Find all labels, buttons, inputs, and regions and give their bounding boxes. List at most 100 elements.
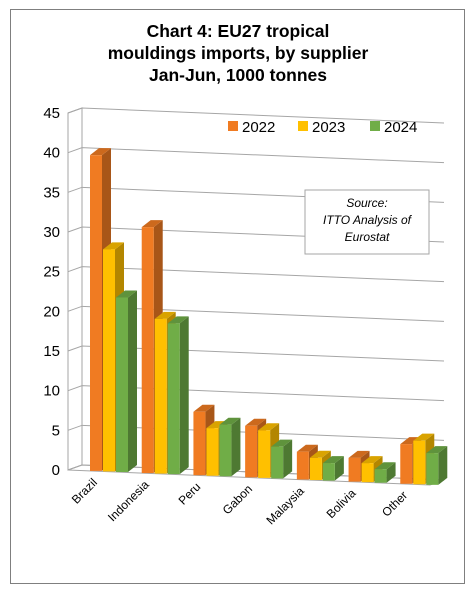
bar-top — [245, 418, 267, 426]
bar-top — [426, 446, 448, 454]
y-tick-label: 25 — [43, 264, 60, 281]
bar-top — [374, 462, 396, 470]
bar-brazil-2024 — [116, 290, 137, 472]
chart-title-line-3: Jan-Jun, 1000 tonnes — [149, 65, 327, 85]
chart-title-line-1: Chart 4: EU27 tropical — [146, 21, 330, 41]
legend-label: 2023 — [312, 119, 345, 136]
bar-top — [348, 450, 370, 458]
bar-top — [413, 433, 435, 441]
bar-side — [231, 417, 241, 477]
bar-bolivia-2024 — [374, 462, 396, 483]
bar-top — [296, 444, 318, 452]
bar-front — [374, 469, 387, 483]
y-tick-label: 15 — [43, 343, 60, 360]
bar-front — [245, 425, 258, 478]
y-axis-ticks: 0 5 10 15 20 25 30 35 40 45 — [43, 105, 60, 479]
bar-front — [154, 318, 167, 474]
bar-other-2024 — [426, 446, 448, 485]
bar-front — [258, 430, 271, 478]
x-tick-label-brazil: Brazil — [69, 475, 100, 506]
legend-swatch — [228, 121, 238, 131]
bar-top — [167, 316, 189, 324]
legend-label: 2022 — [242, 119, 275, 136]
bar-front — [193, 411, 206, 476]
bar-top — [116, 290, 137, 298]
bar-front — [103, 249, 115, 472]
y-tick-label: 35 — [43, 184, 60, 201]
y-tick-label: 20 — [43, 303, 60, 320]
bar-peru-2024 — [219, 417, 241, 477]
bar-top — [219, 417, 241, 425]
source-line-2: ITTO Analysis of — [323, 213, 413, 227]
bar-side — [438, 446, 448, 485]
bar-front — [206, 428, 219, 476]
bar-top — [141, 220, 163, 228]
legend-item-2023: 2023 — [298, 119, 345, 136]
legend-swatch — [370, 121, 380, 131]
bar-indonesia-2024 — [167, 316, 189, 475]
bar-top — [103, 242, 124, 250]
bar-front — [413, 440, 426, 485]
bar-front — [219, 424, 232, 477]
x-tick-label-peru: Peru — [176, 480, 204, 508]
legend-swatch — [298, 121, 308, 131]
bar-side — [128, 290, 137, 472]
source-line-1: Source: — [346, 196, 387, 210]
source-annotation: Source: ITTO Analysis of Eurostat — [304, 189, 430, 255]
bar-side — [334, 456, 344, 481]
legend: 2022 2023 2024 — [228, 119, 417, 136]
x-tick-label-other: Other — [379, 488, 410, 519]
gridline — [67, 305, 445, 322]
left-wall — [67, 107, 83, 471]
y-tick-label: 45 — [43, 105, 60, 122]
chart-title-line-2: mouldings imports, by supplier — [107, 43, 369, 63]
gridline — [67, 266, 445, 283]
x-tick-label-bolivia: Bolivia — [324, 486, 359, 521]
source-box — [304, 189, 430, 255]
y-tick-label: 0 — [52, 462, 60, 479]
bar-front — [141, 227, 154, 474]
x-tick-label-malaysia: Malaysia — [263, 484, 307, 528]
chart-title: Chart 4: EU27 tropical mouldings imports… — [0, 20, 476, 86]
y-tick-label: 10 — [43, 383, 60, 400]
bar-front — [322, 463, 335, 481]
bar-top — [258, 423, 280, 431]
bar-front — [361, 463, 374, 483]
bar-front — [400, 444, 413, 484]
legend-item-2024: 2024 — [370, 119, 417, 136]
x-tick-label-gabon: Gabon — [220, 482, 255, 517]
y-tick-label: 5 — [52, 422, 60, 439]
bar-gabon-2024 — [271, 439, 293, 479]
chart-frame — [10, 9, 465, 584]
bar-top — [361, 456, 383, 464]
gridline — [67, 147, 445, 164]
bar-top — [309, 450, 331, 458]
y-tick-label: 40 — [43, 145, 60, 162]
x-axis-labels: Brazil Indonesia Peru Gabon Malaysia Bolivia O… — [69, 475, 410, 527]
gridline — [67, 385, 445, 402]
source-line-3: Eurostat — [345, 230, 390, 244]
x-tick-label-indonesia: Indonesia — [105, 477, 152, 524]
legend-label: 2024 — [384, 119, 417, 136]
bar-side — [283, 439, 293, 479]
bar-front — [309, 457, 322, 481]
y-tick-label: 30 — [43, 224, 60, 241]
bar-top — [154, 311, 176, 319]
bar-top — [193, 404, 215, 412]
bar-top — [271, 439, 293, 447]
bar-front — [90, 155, 102, 471]
gridline — [67, 107, 445, 124]
bar-front — [348, 457, 361, 482]
gridline — [67, 424, 445, 441]
bar-top — [90, 148, 111, 156]
bar-side — [179, 316, 189, 475]
bar-front — [271, 446, 284, 479]
bar-front — [426, 453, 439, 485]
bar-top — [322, 456, 344, 464]
bar-front — [116, 297, 128, 472]
bar-front — [167, 323, 180, 475]
bar-side — [386, 462, 396, 483]
bar-front — [296, 451, 309, 480]
gridline — [67, 345, 445, 362]
